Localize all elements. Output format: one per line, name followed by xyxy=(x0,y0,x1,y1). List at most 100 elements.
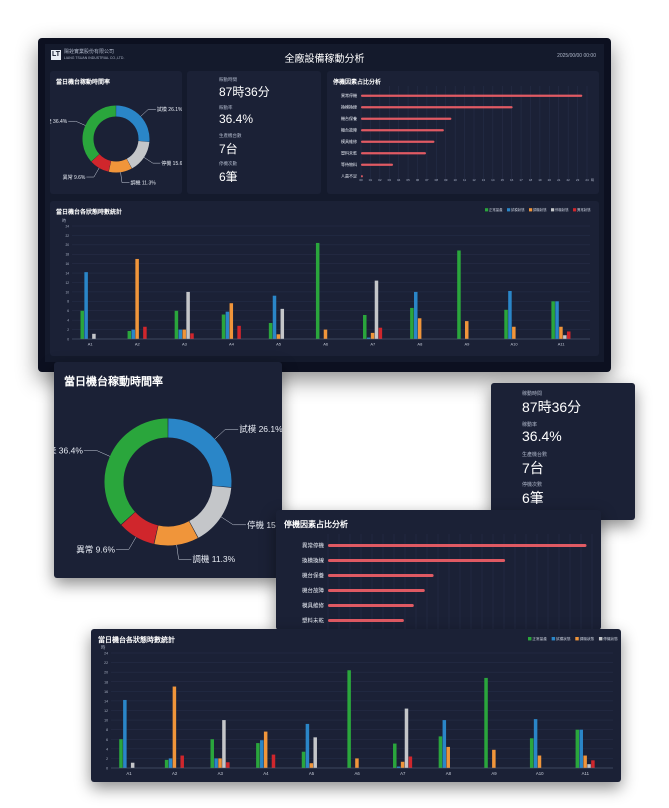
status-xtick-A2: A2 xyxy=(135,341,141,346)
status-ytick-label: 22 xyxy=(104,661,108,665)
stop-label-塑料未乾: 塑料未乾 xyxy=(341,150,357,156)
status-xtick-A5: A5 xyxy=(276,341,282,346)
status-ytick-label: 24 xyxy=(65,224,69,228)
status-ytick-label: 16 xyxy=(65,262,69,266)
status-ytick-label: 2 xyxy=(67,328,69,332)
stop-tick-label: 20 xyxy=(548,178,552,182)
stop-title-zoom: 停機因素占比分析 xyxy=(284,520,348,529)
kpi-item-2-label: 生產機台數 xyxy=(219,133,242,138)
donut-label-量產: 量產 36.4% xyxy=(50,118,68,125)
stop-tick-label: 01 xyxy=(369,178,373,182)
status-bar-A10-調機狀態 xyxy=(537,755,542,768)
status-bar-A2-調機狀態 xyxy=(135,258,139,339)
status-bar-A10-試模狀態 xyxy=(533,719,538,768)
status-xtick-A9: A9 xyxy=(465,341,471,346)
status-bar-A4-調機狀態 xyxy=(263,731,268,768)
stop-label-機台保養: 機台保養 xyxy=(302,571,325,579)
status-xtick-A2: A2 xyxy=(172,771,178,776)
stop-tick-label: 10 xyxy=(453,178,457,182)
status-bar-A7-調機狀態 xyxy=(400,761,405,768)
status-bar-A11-停機狀態 xyxy=(563,335,567,339)
status-bar-A4-異常狀態 xyxy=(271,754,276,768)
status-bar-A11-試模狀態 xyxy=(579,729,583,768)
stop-label-機台故障: 機台故障 xyxy=(302,586,325,594)
stop-tick-label: 08 xyxy=(435,178,439,182)
donut-label-試模: 試模 26.1% xyxy=(157,106,182,113)
donut-leader-line xyxy=(86,167,100,178)
stop-bar-機台保養 xyxy=(328,574,434,577)
status-bar-A1-試模狀態 xyxy=(123,699,127,768)
status-bar-A4-正常量產 xyxy=(256,743,260,768)
status-xtick-A9: A9 xyxy=(491,771,497,776)
status-unit: 時 xyxy=(101,645,106,650)
status-bar-A4-異常狀態 xyxy=(237,325,241,339)
status-bar-A3-試模狀態 xyxy=(214,758,218,768)
status-legend-異常狀態: 異常狀態 xyxy=(577,207,591,212)
status-bar-A5-試模狀態 xyxy=(305,723,310,768)
donut-label-調機: 調機 11.3% xyxy=(130,179,156,186)
company-name: 陽銓實業股份有限公司 LIANG TSUAN INDUSTRIAL CO.,LT… xyxy=(64,49,124,61)
status-bar-A11-異常狀態 xyxy=(566,331,571,339)
status-xtick-A8: A8 xyxy=(446,771,452,776)
status-legend-停機狀態: 停機狀態 xyxy=(555,207,569,212)
stop-tick-label: 09 xyxy=(444,178,448,182)
status-ytick-label: 18 xyxy=(65,253,69,257)
status-ytick-label: 20 xyxy=(104,671,108,675)
status-bar-A7-停機狀態 xyxy=(374,280,379,339)
status-bar-A5-停機狀態 xyxy=(313,737,317,768)
status-bar-A2-試模狀態 xyxy=(131,329,135,339)
status-bar-A3-正常量產 xyxy=(210,739,214,768)
status-bar-A1-正常量產 xyxy=(119,739,123,768)
stop-label-異常停機: 異常停機 xyxy=(302,541,325,549)
status-ytick-label: 8 xyxy=(106,728,108,732)
donut-chart-zoom: 試模 26.1% 停機 15.6% 調機 11.3% 異常 9.6% 量產 36.4% xyxy=(54,418,282,564)
status-bar-A4-調機狀態 xyxy=(229,303,234,339)
status-xtick-A10: A10 xyxy=(536,771,544,776)
stop-tick-label: 19 xyxy=(538,178,542,182)
donut-label-停機: 停機 15.6% xyxy=(161,160,182,167)
status-bar-A11-停機狀態 xyxy=(587,764,591,768)
donut-label-調機: 調機 11.3% xyxy=(192,554,235,564)
status-bar-A7-停機狀態 xyxy=(404,708,409,768)
status-bar-A5-試模狀態 xyxy=(272,295,277,339)
status-ytick-label: 16 xyxy=(104,690,108,694)
donut-slice-調機 xyxy=(108,158,132,173)
status-bar-A10-試模狀態 xyxy=(508,290,512,339)
stop-label-塑料未乾: 塑料未乾 xyxy=(302,616,325,624)
status-legend-停機狀態: 停機狀態 xyxy=(603,636,618,641)
status-bar-A11-正常量產 xyxy=(551,301,555,339)
status-bar-A11-試模狀態 xyxy=(555,301,559,339)
status-ytick-label: 14 xyxy=(104,699,108,703)
status-bar-A8-調機狀態 xyxy=(446,746,450,768)
status-bar-A6-正常量產 xyxy=(347,670,351,768)
status-bar-A11-正常量產 xyxy=(575,729,580,768)
kpi-zoom-item-2-value: 7台 xyxy=(522,460,544,476)
status-legend-swatch xyxy=(598,636,603,641)
donut-slice-停機 xyxy=(188,485,232,538)
status-xtick-A10: A10 xyxy=(510,341,518,346)
status-legend-swatch xyxy=(528,636,532,641)
status-bar-A8-試模狀態 xyxy=(414,291,418,339)
status-ytick-label: 8 xyxy=(67,300,69,304)
donut-panel-zoom: 當日機台稼動時間率 試模 26.1% 停機 15.6% 調機 11.3% 異常 9.6… xyxy=(54,362,282,578)
status-xtick-A4: A4 xyxy=(263,771,269,776)
kpi-zoom-item-0-label: 稼動時間 xyxy=(522,391,543,397)
stop-bar-異常停機 xyxy=(328,544,587,547)
donut-leader-line xyxy=(143,157,161,164)
status-bar-A5-正常量產 xyxy=(268,322,273,339)
status-ytick-label: 10 xyxy=(104,719,108,723)
status-legend-swatch xyxy=(551,636,556,641)
kpi-zoom-item-1-value: 36.4% xyxy=(522,428,562,444)
stop-label-換模換線: 換模換線 xyxy=(341,104,357,110)
stop-tick-label: 23 xyxy=(576,178,580,182)
status-bar-A5-正常量產 xyxy=(301,751,306,768)
status-bar-A5-調機狀態 xyxy=(309,763,314,768)
status-bar-A5-停機狀態 xyxy=(280,308,285,339)
donut-chart: 試模 26.1% 停機 15.6% 調機 11.3% 異常 9.6% 量產 36.4% xyxy=(50,105,182,186)
stop-tick-label: 12 xyxy=(472,178,476,182)
donut-leader-line xyxy=(220,516,246,526)
company-name-zh: 陽銓實業股份有限公司 xyxy=(64,49,115,55)
donut-label-試模: 試模 26.1% xyxy=(239,424,282,434)
status-bar-A1-停機狀態 xyxy=(130,762,135,768)
status-ytick-label: 6 xyxy=(67,309,69,313)
